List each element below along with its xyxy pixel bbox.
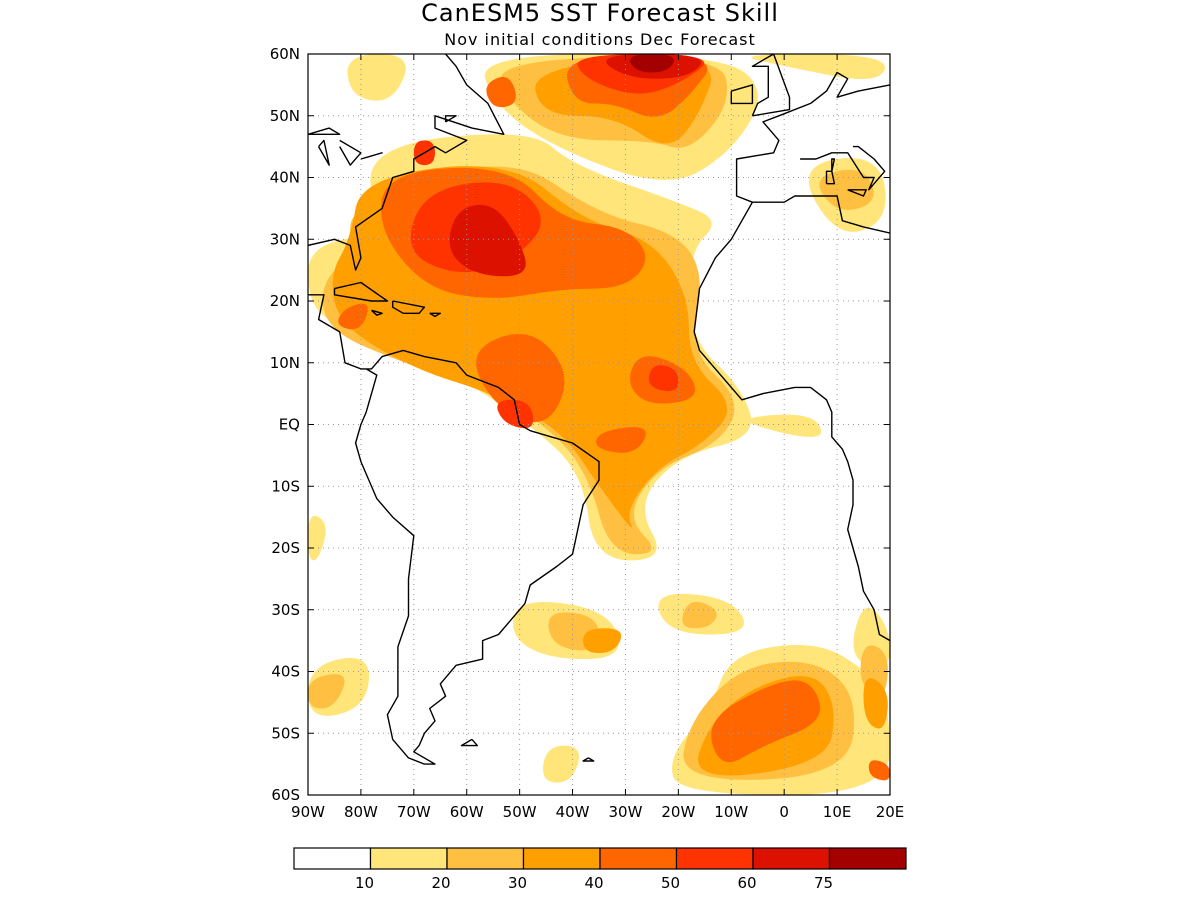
lat-label: 20S bbox=[271, 539, 300, 557]
coastline-19 bbox=[825, 170, 836, 185]
skill-region-level-1-13 bbox=[543, 745, 579, 783]
coastline-20 bbox=[847, 189, 867, 197]
lat-label: 50N bbox=[270, 107, 300, 125]
coastline-8 bbox=[392, 300, 426, 314]
coastline-16 bbox=[308, 127, 341, 136]
lon-label: 0 bbox=[779, 803, 789, 821]
lat-label: 40S bbox=[271, 663, 300, 681]
lon-label: 70W bbox=[397, 803, 431, 821]
lat-label: 60S bbox=[271, 786, 300, 804]
figure-title: CanESM5 SST Forecast Skill bbox=[421, 0, 779, 27]
colorbar-label: 40 bbox=[584, 874, 603, 892]
skill-contour-fills bbox=[308, 54, 890, 795]
skill-region-level-1-5 bbox=[308, 515, 326, 561]
lon-label: 30W bbox=[608, 803, 642, 821]
colorbar-label: 30 bbox=[508, 874, 527, 892]
lat-label: 30N bbox=[270, 230, 300, 248]
coastline-11 bbox=[730, 84, 754, 105]
lat-label: EQ bbox=[279, 416, 300, 434]
coastline-1 bbox=[308, 54, 505, 271]
coastline-3 bbox=[735, 71, 890, 203]
coastline-17 bbox=[444, 115, 457, 123]
skill-region-level-4-6 bbox=[711, 680, 821, 763]
colorbar-swatch-5 bbox=[599, 847, 678, 870]
lon-label: 50W bbox=[503, 803, 537, 821]
coastline-10 bbox=[371, 309, 383, 316]
axis-ticks: 60N 50N 40N 30N 20N 10N EQ 10S 20S 30S 40S 50S 60S90… bbox=[270, 45, 905, 821]
lon-label: 80W bbox=[344, 803, 378, 821]
colorbar-label: 50 bbox=[661, 874, 680, 892]
coastline-22 bbox=[582, 757, 595, 762]
lat-label: 50S bbox=[271, 724, 300, 742]
skill-region-level-2-6 bbox=[308, 674, 345, 709]
lon-label: 20E bbox=[876, 803, 905, 821]
lat-label: 40N bbox=[270, 169, 300, 187]
skill-region-level-4-5 bbox=[596, 427, 646, 453]
lon-label: 10W bbox=[714, 803, 748, 821]
figure-subtitle: Nov initial conditions Dec Forecast bbox=[444, 30, 756, 49]
colorbar-swatch-1 bbox=[293, 847, 372, 870]
skill-region-level-1-12 bbox=[751, 54, 886, 80]
skill-region-level-1-1 bbox=[347, 54, 406, 101]
lat-label: 30S bbox=[271, 601, 300, 619]
coastline-5 bbox=[693, 201, 890, 642]
skill-region-level-6-2 bbox=[449, 204, 526, 277]
coastline-7 bbox=[333, 281, 389, 302]
map-area bbox=[308, 54, 890, 795]
lat-label: 60N bbox=[270, 45, 300, 63]
coastline-18 bbox=[831, 158, 836, 172]
coastlines bbox=[308, 54, 890, 765]
lon-label: 10E bbox=[823, 803, 852, 821]
colorbar-label: 10 bbox=[355, 874, 374, 892]
coastline-13 bbox=[339, 139, 362, 166]
skill-region-level-4-3 bbox=[476, 333, 565, 423]
lat-label: 10S bbox=[271, 477, 300, 495]
lon-label: 40W bbox=[556, 803, 590, 821]
colorbar-label: 75 bbox=[814, 874, 833, 892]
colorbar-swatch-7 bbox=[752, 847, 831, 870]
skill-region-level-4-8 bbox=[338, 303, 368, 330]
lat-label: 10N bbox=[270, 354, 300, 372]
lon-label: 20W bbox=[661, 803, 695, 821]
coastline-21 bbox=[460, 738, 478, 747]
skill-region-level-7-1 bbox=[629, 54, 674, 73]
skill-region-level-3-5 bbox=[863, 678, 888, 729]
skill-region-level-5-4 bbox=[648, 365, 679, 392]
coastline-6 bbox=[800, 145, 886, 191]
colorbar-label: 20 bbox=[431, 874, 450, 892]
colorbar-swatch-4 bbox=[522, 847, 601, 870]
colorbar-swatch-2 bbox=[369, 847, 448, 870]
coastline-9 bbox=[429, 312, 441, 318]
skill-region-level-2-4 bbox=[682, 601, 717, 629]
colorbar-swatch-3 bbox=[446, 847, 525, 870]
colorbar: 10 20 30 40 50 60 75 bbox=[293, 847, 907, 892]
skill-region-level-5-3 bbox=[497, 399, 534, 429]
coastline-15 bbox=[360, 152, 383, 160]
skill-region-level-3-3 bbox=[583, 628, 622, 653]
colorbar-swatch-8 bbox=[828, 847, 907, 870]
lat-label: 20N bbox=[270, 292, 300, 310]
skill-region-level-1-4 bbox=[748, 414, 822, 437]
colorbar-label: 60 bbox=[737, 874, 756, 892]
skill-region-level-4-7 bbox=[486, 76, 516, 108]
lon-label: 60W bbox=[450, 803, 484, 821]
colorbar-swatch-6 bbox=[675, 847, 754, 870]
lon-label: 90W bbox=[291, 803, 325, 821]
coastline-14 bbox=[317, 139, 330, 166]
coastline-2 bbox=[308, 294, 600, 765]
skill-region-level-4-9 bbox=[868, 760, 890, 781]
coastline-4 bbox=[752, 195, 890, 234]
coastline-12 bbox=[751, 54, 791, 117]
